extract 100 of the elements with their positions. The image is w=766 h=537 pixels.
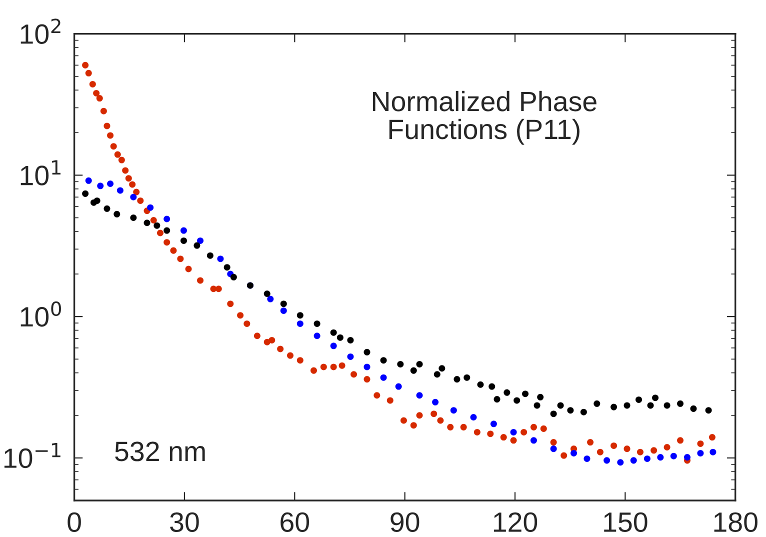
point bbox=[194, 242, 200, 249]
point bbox=[397, 360, 404, 368]
point bbox=[364, 348, 370, 356]
point bbox=[438, 365, 446, 372]
x-tick-label: 120 bbox=[494, 512, 538, 532]
point bbox=[557, 402, 564, 409]
point bbox=[624, 402, 630, 409]
point bbox=[97, 182, 104, 190]
point bbox=[677, 400, 684, 407]
point bbox=[510, 428, 517, 436]
point bbox=[630, 457, 637, 464]
point bbox=[570, 450, 578, 456]
point bbox=[147, 204, 154, 211]
point bbox=[380, 357, 387, 364]
point bbox=[670, 452, 677, 460]
point bbox=[684, 454, 691, 461]
point bbox=[114, 210, 120, 218]
point bbox=[314, 320, 320, 327]
x-tick-label: 150 bbox=[604, 512, 648, 532]
point bbox=[550, 410, 557, 418]
x-tick-label: 0 bbox=[68, 512, 81, 532]
point bbox=[410, 367, 417, 374]
point bbox=[154, 222, 160, 229]
point bbox=[690, 405, 697, 412]
point bbox=[464, 374, 470, 381]
point bbox=[395, 383, 402, 390]
point bbox=[697, 450, 704, 456]
point bbox=[454, 376, 460, 383]
y-tick-label: 10$^{−1}$ bbox=[4, 442, 60, 468]
x-tick-label: 90 bbox=[390, 512, 420, 532]
point bbox=[710, 448, 716, 456]
point bbox=[280, 307, 287, 314]
point bbox=[217, 256, 224, 262]
point bbox=[470, 414, 477, 420]
point bbox=[380, 374, 387, 381]
point bbox=[296, 320, 304, 327]
point bbox=[647, 402, 654, 409]
annotation: Normalized Phase Functions (P11) bbox=[372, 90, 596, 145]
point bbox=[330, 342, 337, 350]
point bbox=[416, 392, 423, 399]
x-tick-label: 180 bbox=[714, 512, 758, 532]
point bbox=[416, 360, 423, 368]
point bbox=[180, 227, 187, 234]
point bbox=[116, 187, 124, 194]
point bbox=[347, 336, 354, 344]
point bbox=[477, 381, 484, 388]
point bbox=[180, 237, 187, 244]
y-tick-label: 10$^{2}$ bbox=[20, 18, 60, 44]
point bbox=[347, 353, 354, 360]
point bbox=[330, 329, 337, 336]
y-tick-label: 10$^{0}$ bbox=[20, 301, 61, 327]
point bbox=[434, 371, 440, 378]
point bbox=[705, 407, 712, 414]
point bbox=[594, 400, 600, 407]
point bbox=[657, 454, 664, 461]
point bbox=[104, 205, 110, 212]
point bbox=[652, 394, 659, 402]
point bbox=[488, 383, 496, 390]
point bbox=[530, 437, 537, 444]
x-tick-label: 60 bbox=[280, 512, 310, 532]
point bbox=[534, 402, 540, 409]
point bbox=[494, 396, 500, 403]
point bbox=[450, 407, 457, 414]
point bbox=[107, 180, 114, 188]
point bbox=[617, 459, 624, 466]
point bbox=[296, 312, 304, 319]
y-tick-label: 10$^{1}$ bbox=[20, 160, 60, 186]
point bbox=[144, 220, 150, 226]
point bbox=[267, 296, 274, 302]
point bbox=[567, 407, 574, 414]
point bbox=[224, 264, 230, 271]
point bbox=[584, 455, 590, 462]
point bbox=[336, 334, 344, 341]
point bbox=[490, 420, 497, 428]
point bbox=[85, 177, 92, 184]
point bbox=[206, 252, 214, 259]
point bbox=[636, 396, 642, 403]
point bbox=[314, 332, 320, 340]
point bbox=[164, 216, 170, 222]
point bbox=[550, 446, 557, 452]
point bbox=[364, 364, 370, 370]
point bbox=[264, 290, 270, 298]
point bbox=[280, 300, 287, 308]
point bbox=[230, 274, 237, 280]
point bbox=[432, 398, 439, 406]
annotation: 532 nm bbox=[115, 442, 205, 462]
point bbox=[82, 190, 89, 197]
point bbox=[580, 408, 587, 416]
point bbox=[514, 397, 520, 404]
point bbox=[130, 194, 137, 200]
point bbox=[130, 214, 137, 222]
point bbox=[644, 455, 650, 462]
point bbox=[94, 197, 100, 204]
point bbox=[604, 457, 610, 464]
point bbox=[610, 404, 618, 410]
point bbox=[522, 390, 529, 398]
point bbox=[664, 402, 670, 409]
point bbox=[537, 394, 544, 400]
point bbox=[197, 237, 204, 244]
x-tick-label: 30 bbox=[170, 512, 199, 532]
